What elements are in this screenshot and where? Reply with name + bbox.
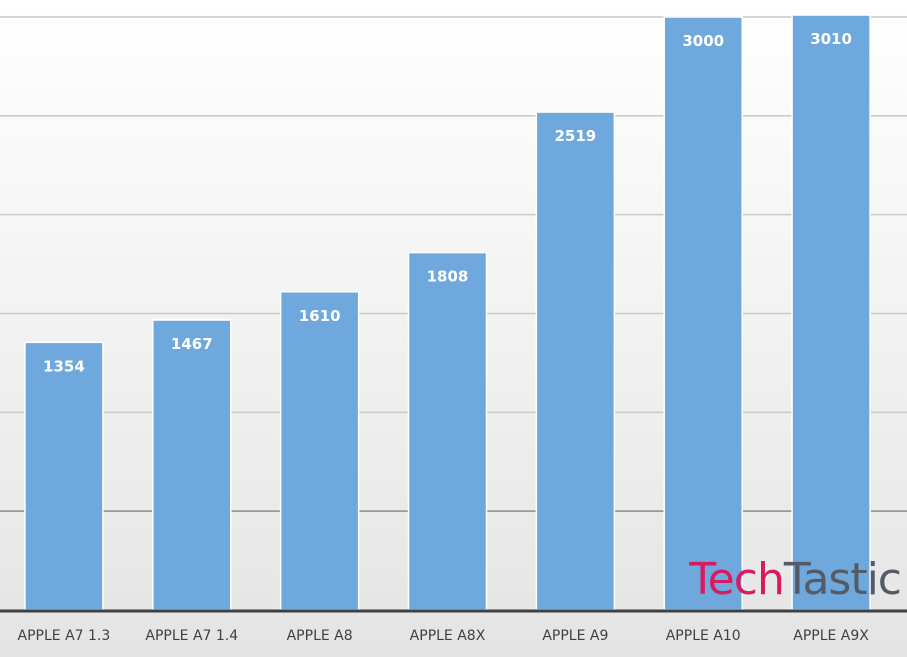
bar-value-label: 1610	[299, 307, 341, 325]
category-label: APPLE A9X	[793, 628, 869, 644]
bar	[24, 341, 104, 611]
techtastic-watermark: TechTastic	[689, 554, 902, 605]
bar	[407, 251, 488, 611]
category-labels: APPLE A7 1.3 APPLE A7 1.4 APPLE A8 APPLE A8…	[18, 628, 870, 644]
category-label: APPLE A10	[666, 628, 741, 644]
bar-value-label: 1808	[427, 268, 469, 286]
bar-value-label: 2519	[554, 127, 596, 145]
bar-value-label: 3010	[810, 30, 852, 48]
category-label: APPLE A8	[287, 628, 353, 644]
bar	[535, 111, 616, 611]
category-label: APPLE A7 1.3	[18, 628, 111, 644]
bar-value-label: 3000	[682, 32, 724, 50]
category-label: APPLE A8X	[410, 628, 486, 644]
bars	[24, 14, 871, 611]
value-labels: 1354 1467 1610 1808 2519 3000 3010	[43, 30, 852, 375]
bar	[279, 291, 360, 611]
bar-value-label: 1467	[171, 335, 213, 353]
bar-value-label: 1354	[43, 357, 85, 375]
watermark-tastic: Tastic	[783, 554, 902, 605]
category-label: APPLE A7 1.4	[145, 628, 238, 644]
watermark-tech: Tech	[689, 554, 785, 605]
bar	[152, 319, 232, 611]
category-label: APPLE A9	[542, 628, 608, 644]
bar	[663, 16, 743, 611]
bar	[791, 14, 871, 611]
